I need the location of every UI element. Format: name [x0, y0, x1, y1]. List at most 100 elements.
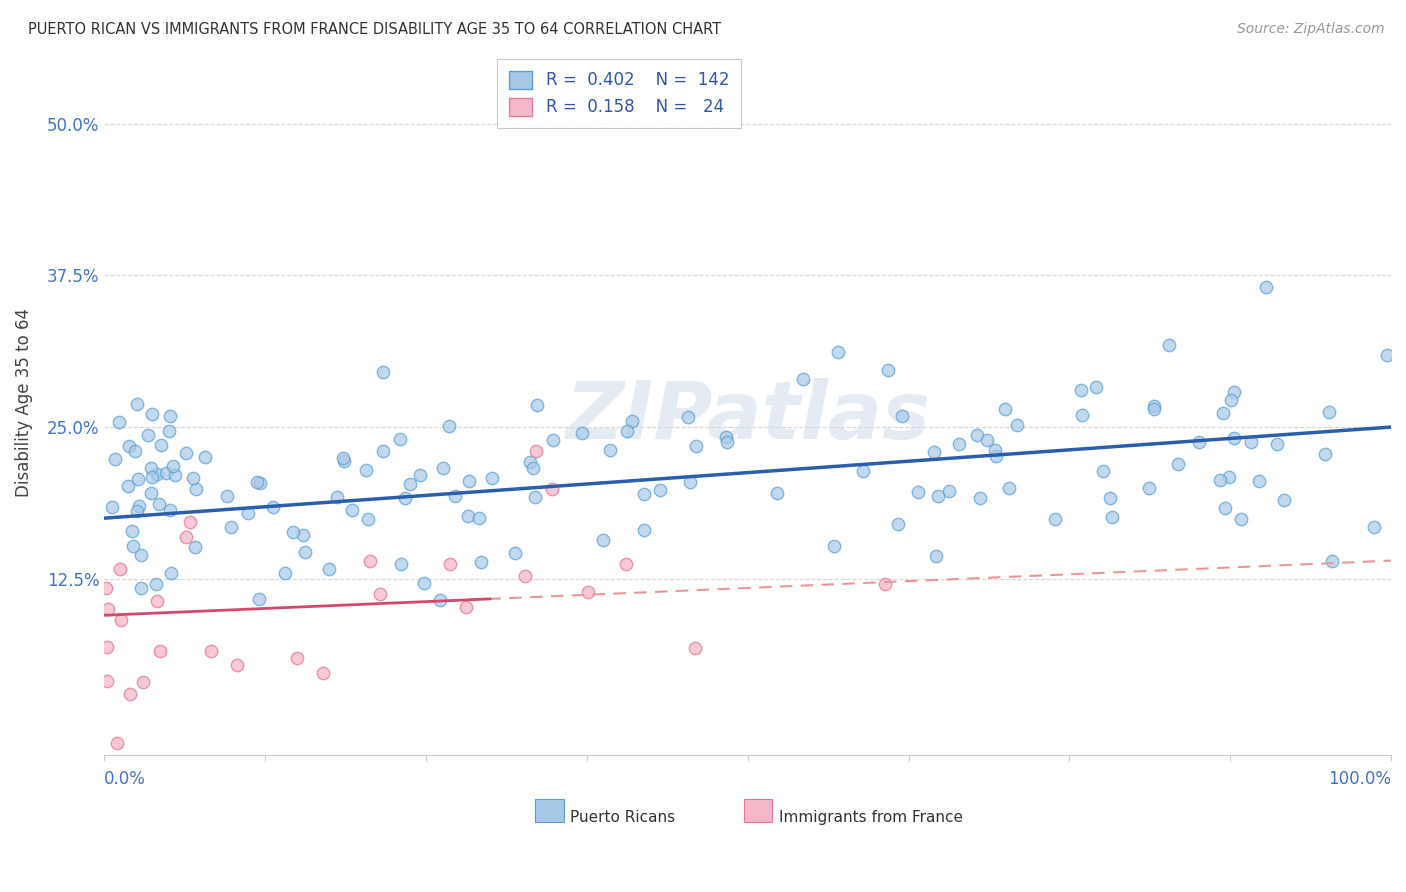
Point [145, 577, 167, 591]
Point [236, 506, 259, 520]
Point [96, 640, 118, 655]
Point [685, 439, 707, 453]
Point [121, 539, 143, 553]
Point [938, 483, 960, 498]
Point [1265, 436, 1288, 450]
Point [467, 511, 489, 525]
Point [409, 468, 432, 483]
Point [922, 445, 945, 459]
Point [887, 517, 910, 532]
Point [149, 644, 172, 658]
Point [121, 524, 143, 538]
Y-axis label: Disability Age 35 to 64: Disability Age 35 to 64 [15, 309, 32, 498]
Point [186, 483, 208, 497]
Point [439, 557, 461, 571]
Point [129, 581, 152, 595]
Point [823, 539, 845, 553]
Point [907, 485, 929, 500]
Point [620, 414, 643, 428]
Point [984, 443, 1007, 458]
Point [117, 479, 139, 493]
Text: PUERTO RICAN VS IMMIGRANTS FROM FRANCE DISABILITY AGE 35 TO 64 CORRELATION CHART: PUERTO RICAN VS IMMIGRANTS FROM FRANCE D… [28, 22, 721, 37]
Point [174, 530, 197, 544]
Point [432, 461, 454, 475]
Point [388, 432, 411, 446]
Point [470, 555, 492, 569]
Point [454, 600, 477, 615]
Point [993, 401, 1015, 416]
Point [1212, 406, 1234, 420]
Point [357, 512, 380, 526]
Point [127, 473, 149, 487]
Point [1313, 447, 1336, 461]
Point [875, 576, 897, 591]
Point [141, 486, 163, 500]
Point [1229, 511, 1251, 525]
Text: ZIPatlas: ZIPatlas [565, 378, 931, 456]
Point [515, 569, 537, 583]
Point [354, 463, 377, 477]
Point [136, 428, 159, 442]
Point [159, 409, 181, 423]
Point [94, 582, 117, 596]
Point [571, 426, 593, 441]
Point [1272, 493, 1295, 508]
Point [877, 362, 900, 376]
Point [576, 585, 599, 599]
Point [104, 451, 127, 466]
Point [1005, 417, 1028, 432]
Point [291, 527, 314, 541]
Point [969, 491, 991, 506]
Point [1167, 457, 1189, 471]
Point [96, 673, 118, 688]
Point [132, 675, 155, 690]
Point [633, 524, 655, 538]
Point [181, 471, 204, 485]
Point [215, 489, 238, 503]
Legend: R =  0.402    N =  142, R =  0.158    N =   24: R = 0.402 N = 142, R = 0.158 N = 24 [498, 59, 741, 128]
Point [827, 345, 849, 359]
Point [1045, 511, 1067, 525]
Point [285, 650, 308, 665]
Point [124, 443, 146, 458]
Point [1187, 434, 1209, 449]
Point [526, 398, 548, 412]
Point [927, 489, 949, 503]
Point [194, 450, 217, 464]
Point [274, 566, 297, 580]
Point [128, 500, 150, 514]
Point [283, 524, 305, 539]
Point [371, 444, 394, 458]
Point [1362, 520, 1385, 534]
Point [159, 566, 181, 580]
Point [925, 549, 948, 563]
Point [766, 485, 789, 500]
Point [413, 575, 436, 590]
Point [1218, 470, 1240, 484]
Text: 100.0%: 100.0% [1329, 770, 1391, 788]
Point [1157, 338, 1180, 352]
Point [986, 449, 1008, 463]
Point [262, 500, 284, 514]
Point [716, 435, 738, 450]
Point [599, 443, 621, 458]
Point [614, 558, 637, 572]
Point [998, 481, 1021, 495]
Text: 0.0%: 0.0% [104, 770, 146, 788]
Point [1070, 409, 1092, 423]
Point [503, 546, 526, 560]
Point [311, 665, 333, 680]
Point [524, 443, 547, 458]
Point [125, 504, 148, 518]
Point [792, 372, 814, 386]
Point [966, 427, 988, 442]
Point [110, 613, 132, 627]
Point [141, 407, 163, 421]
FancyBboxPatch shape [744, 799, 772, 822]
Point [118, 439, 141, 453]
Point [226, 658, 249, 673]
Point [340, 503, 363, 517]
Point [165, 468, 187, 483]
Point [120, 687, 142, 701]
Point [318, 562, 340, 576]
